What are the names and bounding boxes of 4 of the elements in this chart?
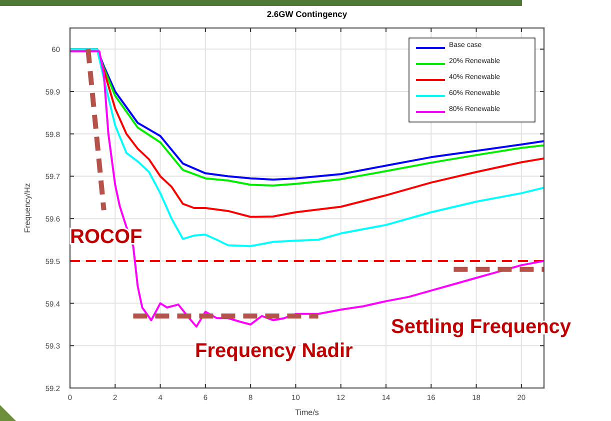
annotation: Frequency Nadir	[195, 340, 354, 362]
y-axis-title: Frequency/Hz	[23, 183, 32, 233]
x-axis-title: Time/s	[295, 408, 319, 417]
chart-title: 2.6GW Contingency	[266, 9, 348, 19]
